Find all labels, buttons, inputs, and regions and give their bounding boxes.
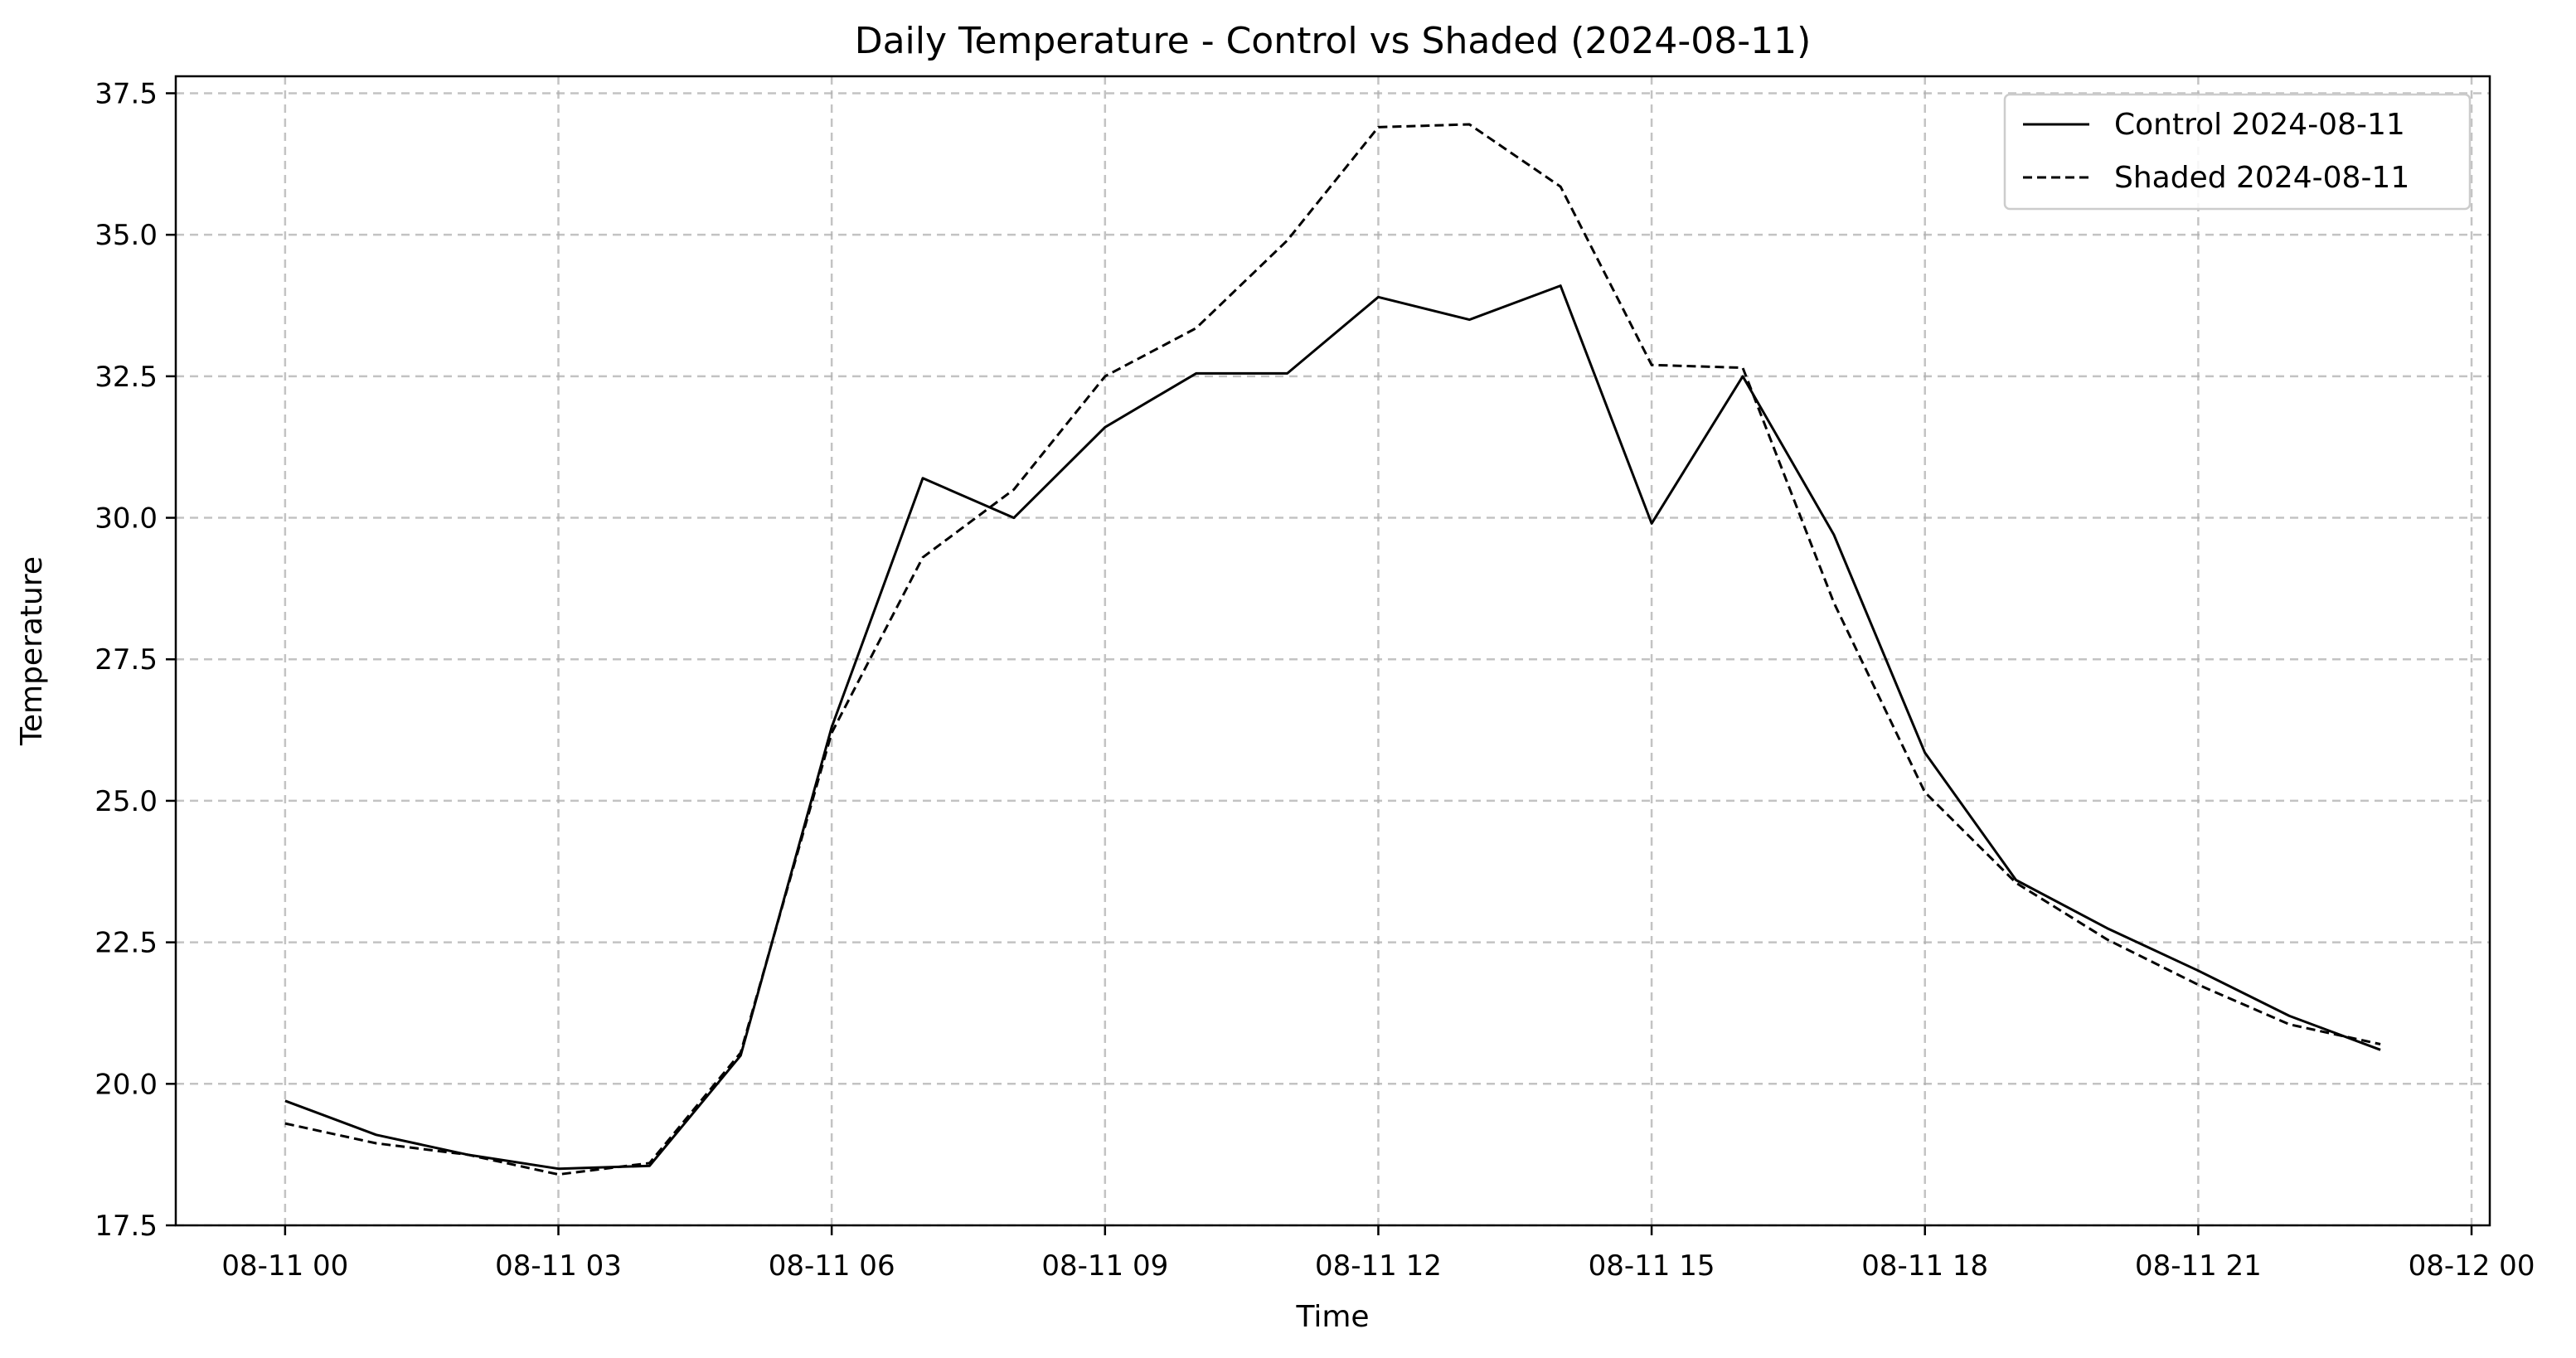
- legend-box: [2003, 93, 2472, 211]
- grid-lines: [176, 76, 2490, 1227]
- x-tick-label: 08-11 03: [495, 1249, 622, 1283]
- y-tick-label: 22.5: [95, 927, 158, 960]
- x-tick-label: 08-11 06: [769, 1249, 895, 1283]
- legend-label: Control 2024-08-11: [2114, 108, 2405, 142]
- series-line-shaded: [284, 123, 2381, 1176]
- y-tick-label: 37.5: [95, 77, 158, 110]
- y-tick-label: 32.5: [95, 361, 158, 394]
- chart-title: Daily Temperature - Control vs Shaded (2…: [855, 20, 1812, 62]
- axis-ticks: 08-11 00 08-11 03 08-11 06 08-11 09 08-11 12…: [95, 77, 2535, 1283]
- y-tick-label: 20.0: [95, 1068, 158, 1101]
- legend-label: Shaded 2024-08-11: [2114, 161, 2409, 195]
- x-tick-label: 08-11 21: [2135, 1249, 2262, 1283]
- plot-frame: [174, 75, 2491, 1227]
- x-tick-label: 08-11 12: [1315, 1249, 1442, 1283]
- x-tick-label: 08-11 15: [1589, 1249, 1715, 1283]
- legend: Control 2024-08-11 Shaded 2024-08-11: [2003, 93, 2472, 211]
- y-tick-label: 25.0: [95, 785, 158, 818]
- y-tick-label: 17.5: [95, 1210, 158, 1243]
- x-tick-label: 08-12 00: [2409, 1249, 2535, 1283]
- y-axis-label: Temperature: [15, 556, 49, 746]
- series-line-control: [284, 284, 2381, 1171]
- x-tick-label: 08-11 09: [1041, 1249, 1168, 1283]
- x-tick-label: 08-11 18: [1861, 1249, 1988, 1283]
- y-tick-label: 35.0: [95, 219, 158, 252]
- x-axis-label: Time: [1295, 1300, 1369, 1334]
- series-lines: [284, 123, 2381, 1176]
- x-tick-label: 08-11 00: [221, 1249, 348, 1283]
- y-tick-label: 30.0: [95, 502, 158, 536]
- y-tick-label: 27.5: [95, 643, 158, 677]
